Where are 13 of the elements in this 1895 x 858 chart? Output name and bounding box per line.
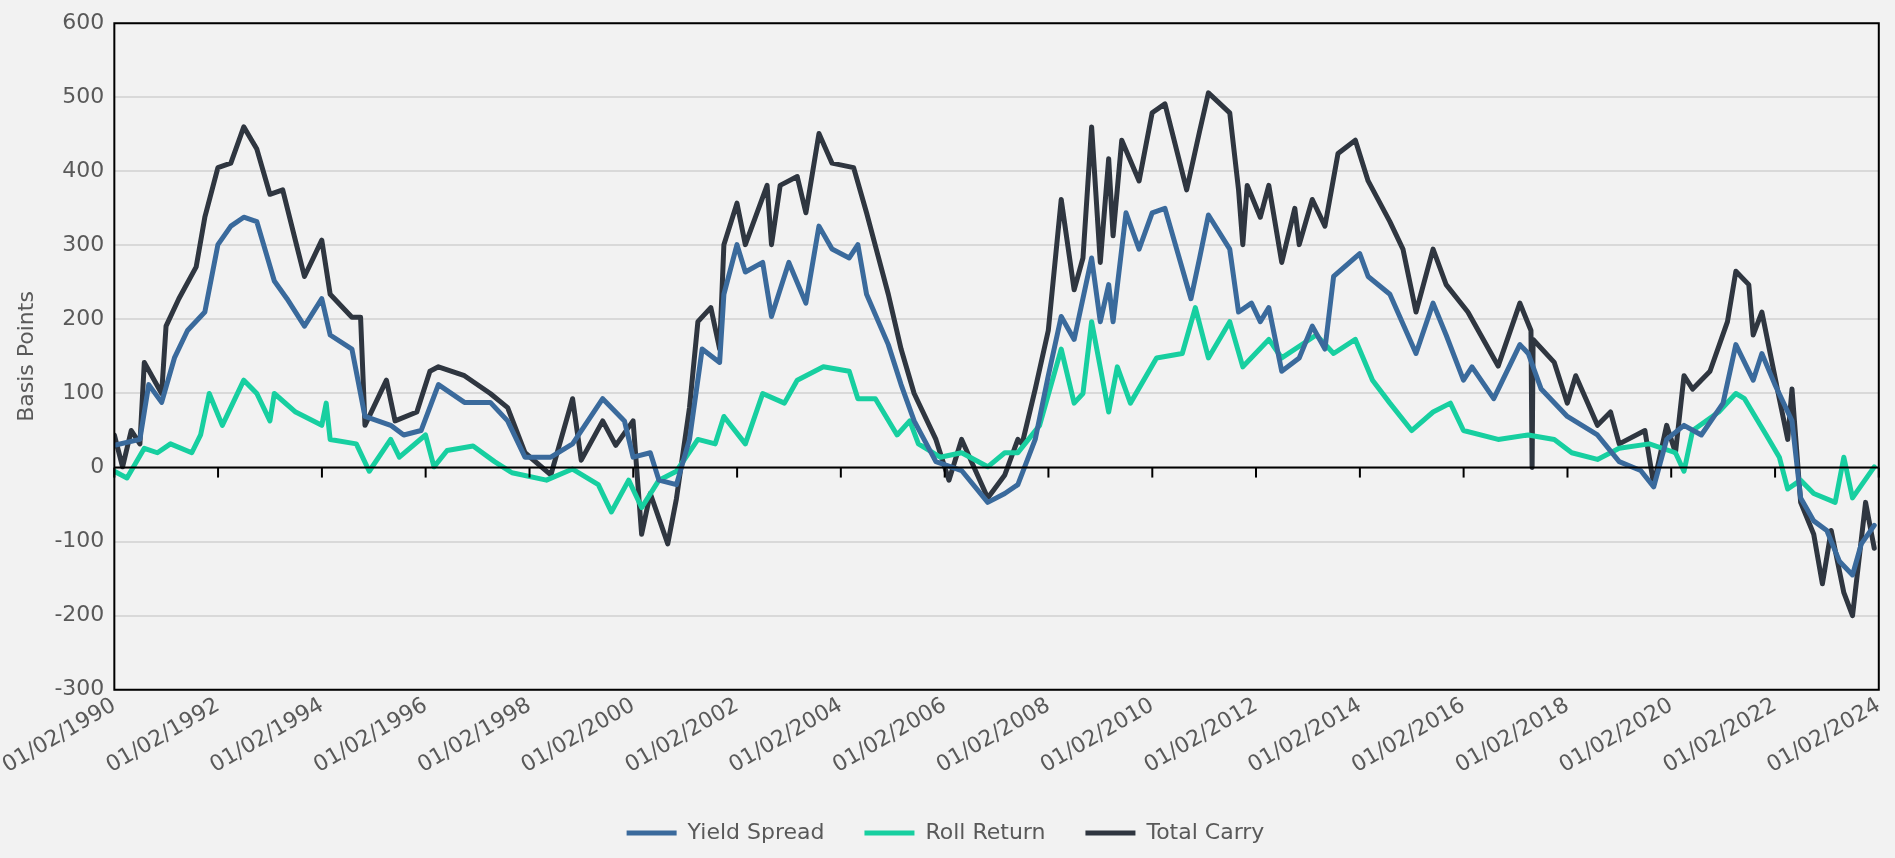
legend-label: Yield Spread <box>686 818 825 844</box>
y-axis-title: Basis Points <box>12 291 38 422</box>
y-tick-label: 600 <box>62 8 105 34</box>
y-tick-label: 0 <box>90 453 105 479</box>
y-tick-label: 200 <box>62 305 105 331</box>
y-tick-label: 100 <box>62 379 105 405</box>
y-tick-label: -100 <box>54 527 105 553</box>
legend-label: Roll Return <box>925 818 1046 844</box>
y-tick-label: 400 <box>62 157 105 183</box>
y-tick-label: 500 <box>62 82 105 108</box>
y-tick-label: 300 <box>62 231 105 257</box>
y-tick-label: -200 <box>54 601 105 627</box>
legend-label: Total Carry <box>1145 818 1265 844</box>
